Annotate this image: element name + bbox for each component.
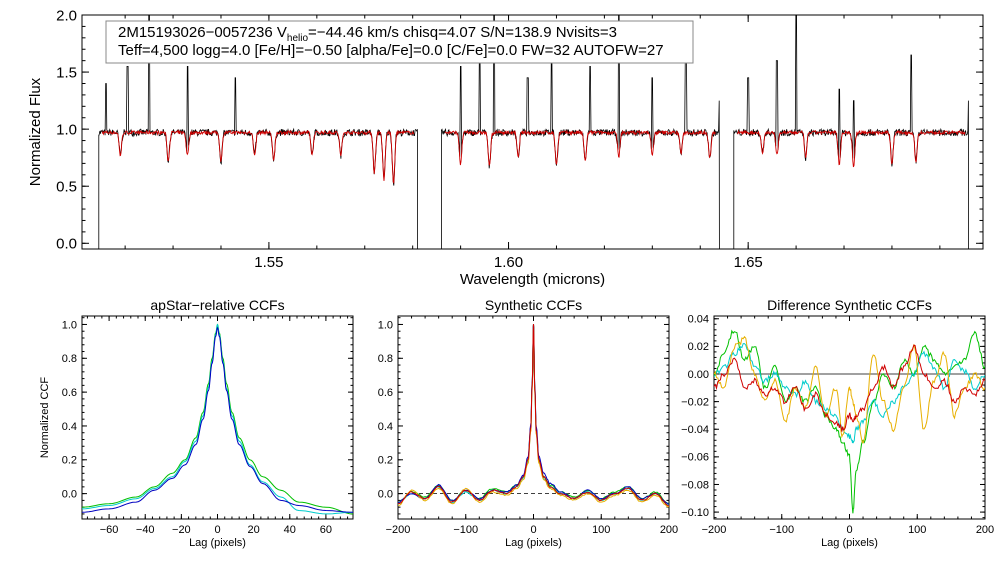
x-tick-label: 1.65 bbox=[734, 254, 763, 271]
y-tick-label: −0.08 bbox=[681, 479, 709, 491]
x-tick-label: 20 bbox=[248, 524, 260, 536]
plot-frame bbox=[81, 14, 984, 250]
x-tick-label: −100 bbox=[769, 524, 794, 536]
apstar-ccf-panel: −60 −40 −20 0 20 40 60 0.0 0.2 0.4 0.6 0.8 1.0 apStar… bbox=[39, 297, 354, 549]
x-tick-label: 1.55 bbox=[254, 254, 283, 271]
y-tick-label: 1.5 bbox=[56, 64, 77, 81]
ccf-series-line-combined bbox=[398, 324, 669, 507]
annotation-name-part: 2M15193026−0057236 V bbox=[118, 24, 287, 41]
ccf-series-line-visit-2 bbox=[398, 325, 669, 507]
y-tick-label: 0.6 bbox=[62, 387, 77, 399]
x-tick-label: −200 bbox=[386, 524, 411, 536]
chart-title: apStar−relative CCFs bbox=[150, 297, 284, 313]
x-tick-label: −20 bbox=[172, 524, 191, 536]
annotation-line-2: Teff=4,500 logg=4.0 [Fe/H]=−0.50 [alpha/… bbox=[118, 42, 664, 59]
y-tick-label: 0.6 bbox=[378, 387, 393, 399]
y-tick-label: 0.8 bbox=[378, 353, 393, 365]
ccf-series-line-visit-3 bbox=[82, 326, 353, 513]
x-tick-label: −200 bbox=[702, 524, 727, 536]
x-tick-label: −60 bbox=[100, 524, 119, 536]
x-tick-label: 40 bbox=[284, 524, 296, 536]
annotation-box bbox=[105, 20, 694, 64]
ccf-series-line-visit-3 bbox=[398, 323, 669, 505]
x-tick-label: −40 bbox=[136, 524, 155, 536]
x-axis-label: Lag (pixels) bbox=[189, 537, 246, 549]
y-tick-label: −0.02 bbox=[681, 396, 709, 408]
ccf-series-line-combined bbox=[714, 344, 985, 432]
y-tick-label: 1.0 bbox=[56, 121, 77, 138]
y-tick-label: 0.0 bbox=[56, 236, 77, 253]
x-tick-label: 200 bbox=[976, 524, 994, 536]
x-axis-label: Lag (pixels) bbox=[505, 537, 562, 549]
y-tick-label: 1.0 bbox=[62, 319, 77, 331]
plot-frame bbox=[81, 315, 354, 520]
x-axis-label: Wavelength (microns) bbox=[460, 271, 605, 288]
y-tick-label: −0.06 bbox=[681, 452, 709, 464]
y-tick-label: 1.0 bbox=[378, 319, 393, 331]
model-spectrum-line bbox=[736, 129, 966, 168]
ccf-series-line-visit-3 bbox=[714, 335, 985, 444]
annotation-stats-part: =−44.46 km/s chisq=4.07 S/N=138.9 Nvisit… bbox=[308, 24, 617, 41]
y-tick-label: 0.02 bbox=[688, 341, 709, 353]
model-spectrum-line bbox=[444, 129, 717, 166]
x-tick-label: 0 bbox=[214, 524, 220, 536]
ccf-series-line-visit-1 bbox=[82, 323, 353, 515]
y-tick-label: 0.8 bbox=[62, 353, 77, 365]
y-tick-label: 2.0 bbox=[56, 7, 77, 24]
ccf-series-line-visit-2 bbox=[82, 323, 353, 515]
spectrum-panel: 1.55 1.60 1.65 0.0 0.5 1.0 1.5 2.0 Wavelength (m… bbox=[27, 7, 984, 288]
synthetic-ccf-panel: −200 −100 0 100 200 0.0 0.2 0.4 0.6 0.8 1.0 Synthet… bbox=[378, 297, 678, 549]
y-axis-label: Normalized CCF bbox=[39, 377, 51, 459]
ccf-series-line-visit-2 bbox=[714, 343, 985, 444]
y-tick-label: 0.04 bbox=[688, 314, 709, 326]
ccf-series-line-visit-4 bbox=[398, 327, 669, 508]
y-tick-label: 0.4 bbox=[62, 421, 77, 433]
x-tick-label: 1.60 bbox=[494, 254, 523, 271]
annotation-line-1: 2M15193026−0057236 Vhelio=−44.46 km/s ch… bbox=[118, 24, 617, 44]
x-tick-label: 0 bbox=[530, 524, 536, 536]
chart-title: Synthetic CCFs bbox=[485, 297, 582, 313]
y-tick-label: 0.0 bbox=[378, 488, 393, 500]
chart-title: Difference Synthetic CCFs bbox=[767, 297, 932, 313]
y-tick-label: 0.5 bbox=[56, 178, 77, 195]
annotation-subscript: helio bbox=[287, 33, 309, 44]
y-tick-label: 0.0 bbox=[62, 488, 77, 500]
model-spectrum-line bbox=[101, 129, 415, 184]
y-tick-label: −0.10 bbox=[681, 507, 709, 519]
y-axis-label: Normalized Flux bbox=[27, 77, 44, 186]
x-axis-label: Lag (pixels) bbox=[821, 537, 878, 549]
x-tick-label: −100 bbox=[453, 524, 478, 536]
difference-ccf-panel: −200 −100 0 100 200 −0.10 −0.08 −0.06 −0.04 −0.02… bbox=[681, 297, 994, 549]
ccf-series-line-visit-1 bbox=[398, 323, 669, 504]
y-tick-label: 0.2 bbox=[378, 455, 393, 467]
x-tick-label: 60 bbox=[320, 524, 332, 536]
x-tick-label: 200 bbox=[660, 524, 678, 536]
x-tick-label: 100 bbox=[908, 524, 926, 536]
y-tick-label: −0.04 bbox=[681, 424, 709, 436]
x-tick-label: 0 bbox=[846, 524, 852, 536]
x-tick-label: 100 bbox=[592, 524, 610, 536]
ccf-series-line-visit-1 bbox=[714, 329, 985, 514]
y-tick-label: 0.00 bbox=[688, 369, 709, 381]
y-tick-label: 0.4 bbox=[378, 421, 393, 433]
observed-spectrum-line bbox=[733, 15, 969, 249]
y-tick-label: 0.2 bbox=[62, 455, 77, 467]
